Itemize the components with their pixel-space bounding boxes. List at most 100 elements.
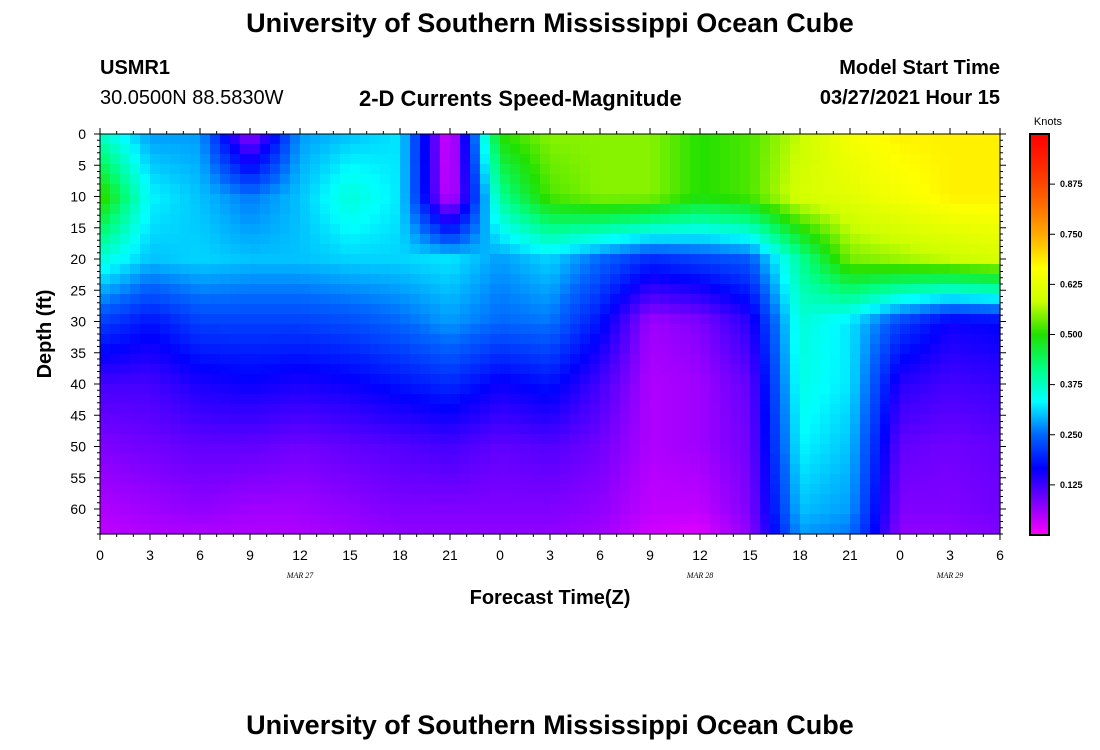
heatmap-cell (680, 304, 691, 315)
heatmap-cell (760, 194, 771, 205)
heatmap-cell (410, 424, 421, 435)
heatmap-cell (250, 264, 261, 275)
heatmap-cell (950, 264, 961, 275)
heatmap-cell (240, 344, 251, 355)
heatmap-cell (120, 254, 131, 265)
heatmap-cell (660, 524, 671, 535)
heatmap-cell (140, 244, 151, 255)
heatmap-cell (480, 344, 491, 355)
heatmap-cell (540, 394, 551, 405)
heatmap-cell (700, 244, 711, 255)
heatmap-cell (450, 444, 461, 455)
heatmap-cell (830, 454, 841, 465)
heatmap-cell (990, 374, 1001, 385)
heatmap-cell (480, 144, 491, 155)
heatmap-cell (360, 254, 371, 265)
heatmap-cell (430, 444, 441, 455)
heatmap-cell (830, 494, 841, 505)
heatmap-cell (920, 274, 931, 285)
heatmap-cell (920, 304, 931, 315)
heatmap-cell (570, 374, 581, 385)
heatmap-cell (560, 514, 571, 525)
heatmap-cell (170, 284, 181, 295)
heatmap-cell (210, 494, 221, 505)
heatmap-cell (720, 184, 731, 195)
heatmap-cell (700, 184, 711, 195)
heatmap-cell (760, 224, 771, 235)
station-coordinates: 30.0500N 88.5830W (100, 87, 284, 109)
heatmap-cell (870, 134, 881, 145)
heatmap-cell (180, 234, 191, 245)
heatmap-cell (990, 174, 1001, 185)
heatmap-cell (780, 384, 791, 395)
heatmap-cell (350, 524, 361, 535)
heatmap-cell (370, 174, 381, 185)
heatmap-cell (720, 294, 731, 305)
heatmap-cell (900, 234, 911, 245)
heatmap-cell (870, 324, 881, 335)
heatmap-cell (210, 304, 221, 315)
heatmap-cell (850, 244, 861, 255)
heatmap-cell (360, 384, 371, 395)
heatmap-cell (800, 354, 811, 365)
heatmap-cell (690, 154, 701, 165)
heatmap-cell (550, 204, 561, 215)
heatmap-cell (880, 244, 891, 255)
heatmap-cell (580, 264, 591, 275)
heatmap-cell (900, 284, 911, 295)
heatmap-cell (390, 254, 401, 265)
heatmap-cell (660, 424, 671, 435)
heatmap-cell (850, 394, 861, 405)
heatmap-cell (240, 284, 251, 295)
heatmap-cell (970, 384, 981, 395)
heatmap-cell (100, 494, 111, 505)
heatmap-cell (580, 214, 591, 225)
heatmap-cell (620, 174, 631, 185)
heatmap-cell (710, 424, 721, 435)
heatmap-cell (410, 154, 421, 165)
heatmap-cell (350, 484, 361, 495)
heatmap-cell (340, 234, 351, 245)
heatmap-cell (110, 234, 121, 245)
heatmap-cell (260, 154, 271, 165)
heatmap-cell (330, 204, 341, 215)
heatmap-cell (700, 224, 711, 235)
heatmap-cell (100, 354, 111, 365)
heatmap-cell (260, 284, 271, 295)
heatmap-cell (290, 384, 301, 395)
heatmap-cell (940, 464, 951, 475)
heatmap-cell (440, 314, 451, 325)
heatmap-cell (730, 234, 741, 245)
heatmap-cell (950, 244, 961, 255)
heatmap-cell (340, 514, 351, 525)
heatmap-cell (410, 224, 421, 235)
heatmap-cell (280, 274, 291, 285)
heatmap-cell (350, 344, 361, 355)
heatmap-cell (490, 394, 501, 405)
heatmap-cell (430, 264, 441, 275)
heatmap-cell (970, 214, 981, 225)
heatmap-cell (300, 314, 311, 325)
heatmap-cell (210, 284, 221, 295)
heatmap-cell (810, 154, 821, 165)
heatmap-cell (660, 244, 671, 255)
heatmap-cell (160, 274, 171, 285)
heatmap-cell (850, 164, 861, 175)
heatmap-cell (320, 204, 331, 215)
heatmap-cell (580, 304, 591, 315)
heatmap-cell (600, 424, 611, 435)
heatmap-cell (250, 474, 261, 485)
heatmap-cell (570, 324, 581, 335)
heatmap-cell (550, 174, 561, 185)
heatmap-cell (700, 454, 711, 465)
heatmap-cell (460, 364, 471, 375)
heatmap-cell (890, 144, 901, 155)
heatmap-cell (930, 444, 941, 455)
heatmap-cell (270, 274, 281, 285)
heatmap-cell (580, 234, 591, 245)
heatmap-cell (140, 424, 151, 435)
heatmap-cell (950, 184, 961, 195)
heatmap-cell (750, 284, 761, 295)
heatmap-cell (110, 494, 121, 505)
heatmap-cell (660, 494, 671, 505)
